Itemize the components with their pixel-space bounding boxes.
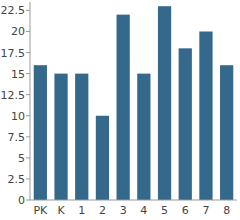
bar [179, 48, 192, 200]
y-tick [26, 178, 30, 179]
x-axis [30, 200, 237, 201]
y-tick [26, 200, 30, 201]
y-tick [26, 10, 30, 11]
x-tick-label: 2 [99, 204, 106, 217]
chart-container: 0 2.5 5 7.5 10 12.5 15 17.5 20 22.5 PK K1 2 34 5 67 8 [0, 0, 240, 220]
y-tick-label: 22.5 [1, 4, 26, 17]
bar [117, 15, 130, 200]
y-tick-label: 10 [11, 110, 25, 123]
y-tick-label: 12.5 [1, 89, 26, 102]
y-tick [26, 157, 30, 158]
y-tick-label: 5 [18, 152, 25, 165]
y-tick [26, 115, 30, 116]
bar [54, 74, 67, 200]
y-tick [26, 52, 30, 53]
y-tick-label: 2.5 [8, 173, 26, 186]
y-tick [26, 73, 30, 74]
bar [96, 116, 109, 200]
bar [220, 65, 233, 200]
x-tick-label: 6 [182, 204, 189, 217]
x-tick-label: 5 [161, 204, 168, 217]
y-tick [26, 94, 30, 95]
y-tick-label: 7.5 [8, 131, 26, 144]
bar [158, 6, 171, 200]
y-tick [26, 136, 30, 137]
bars [34, 6, 234, 200]
x-tick-label: 3 [120, 204, 127, 217]
bar [199, 31, 212, 200]
x-tick-label: 7 [202, 204, 209, 217]
y-tick-label: 17.5 [1, 47, 26, 60]
x-tick-label: 1 [78, 204, 85, 217]
x-tick-label: K [57, 204, 65, 217]
bar [75, 74, 88, 200]
y-tick-label: 0 [18, 194, 25, 207]
x-tick-label: 8 [223, 204, 230, 217]
y-tick-label: 15 [11, 68, 25, 81]
bar [137, 74, 150, 200]
bar [34, 65, 47, 200]
chart-svg: 0 2.5 5 7.5 10 12.5 15 17.5 20 22.5 PK K1 2 34 5 67 8 [0, 0, 240, 220]
y-tick [26, 31, 30, 32]
y-tick-label: 20 [11, 25, 25, 38]
x-tick-label: PK [33, 204, 48, 217]
x-tick-label: 4 [140, 204, 147, 217]
